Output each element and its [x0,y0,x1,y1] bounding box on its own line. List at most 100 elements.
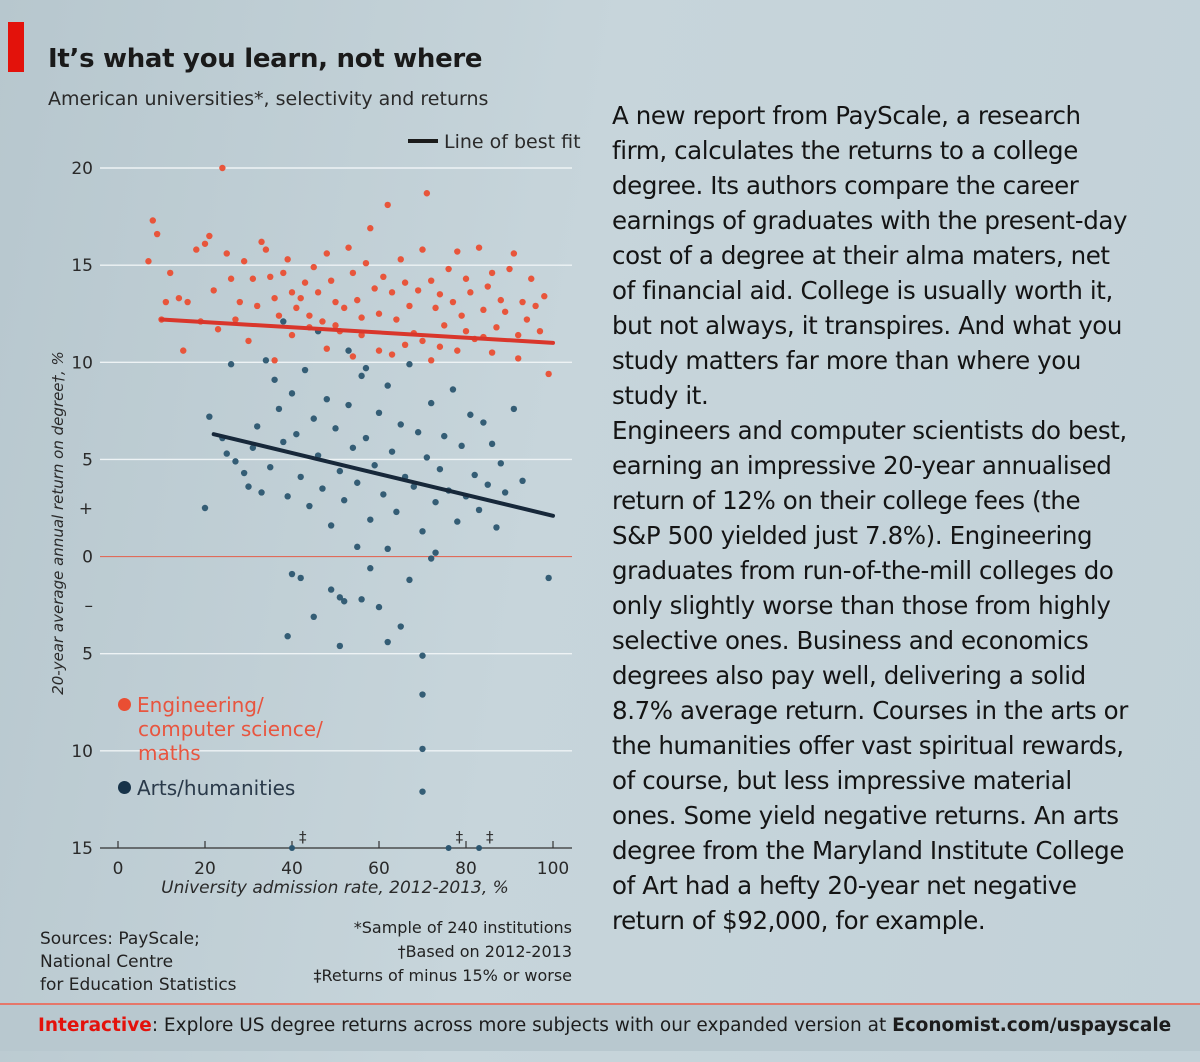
engineering-point [162,298,170,306]
engineering-point [393,316,400,323]
engineering-point [388,289,396,296]
engineering-point [214,326,222,333]
engineering-best-fit-line [159,317,555,345]
y-tick-label: 5 [82,645,93,665]
engineering-swatch [118,698,131,711]
arts-point [380,491,387,498]
legend-engineering-line1: Engineering/ [137,693,264,717]
engineering-point [323,250,330,257]
engineering-point [532,302,539,310]
arts-point [284,633,291,640]
engineering-point [345,244,352,251]
engineering-point [449,298,457,306]
engineering-point [288,331,296,339]
arts-point [354,479,361,486]
engineering-point [484,283,491,290]
footer-text: Interactive: Explore US degree returns a… [38,1015,1171,1036]
y-tick-label: + [79,499,93,519]
engineering-point [271,357,278,364]
engineering-point [545,370,552,378]
engineering-point [367,225,374,232]
arts-point [301,366,309,374]
arts-point [319,485,326,492]
engineering-point [153,230,161,238]
arts-best-fit-line [211,432,555,518]
engineering-point [180,347,187,354]
arts-point [371,462,378,469]
engineering-point [419,337,426,345]
engineering-point [223,250,230,257]
engineering-point [515,355,522,362]
arts-point [441,432,448,440]
engineering-point [515,331,522,339]
arts-point [458,442,465,450]
engineering-point [467,289,474,296]
engineering-point [297,294,304,302]
engineering-point [314,289,322,296]
arts-point [419,691,426,698]
arts-point [510,405,518,413]
arts-point [449,386,457,393]
engineering-point [428,357,435,364]
engineering-point [519,298,526,306]
engineering-point [462,275,470,282]
arts-point [336,642,344,650]
arts-point [345,401,352,409]
engineering-point [280,269,287,277]
arts-point [275,405,283,413]
engineering-point [397,256,404,263]
engineering-point [501,308,509,315]
arts-point [375,603,383,611]
arts-point [284,493,291,500]
arts-point [306,502,313,510]
engineering-point [436,343,444,350]
engineering-point [423,190,431,197]
arts-point [362,434,370,442]
data-points: ‡ ‡ ‡ [145,164,552,851]
engineering-point [210,287,217,294]
y-tick-label: 15 [71,256,93,276]
y-axis-label: 20-year average annual return on degree†… [49,351,67,695]
arts-point [271,376,278,383]
legend-best-fit-label: Line of best fit [444,131,581,153]
engineering-point [384,201,391,209]
engineering-point [528,275,535,282]
x-tick-label: 80 [455,859,477,879]
engineering-point [445,265,452,273]
engineering-point [245,337,252,345]
engineering-point [227,275,235,282]
arts-point [327,522,335,529]
arts-point [367,516,374,523]
engineering-point [219,164,226,172]
arts-point [484,481,491,488]
engineering-point [488,349,496,356]
engineering-point [510,250,518,257]
arts-point [419,788,426,795]
arts-point [414,429,422,436]
footer-link[interactable]: Economist.com/uspayscale [892,1015,1172,1036]
engineering-point [506,265,513,273]
legend-engineering-line3: maths [138,741,201,765]
engineering-point [419,246,426,253]
engineering-point [362,260,370,267]
arts-point [349,444,357,451]
footnote-returns: ‡Returns of minus 15% or worse [313,966,573,985]
engineering-point [175,294,183,302]
arts-point [397,623,404,630]
engineering-point [523,316,531,323]
engineering-point [414,287,422,294]
y-tick-label: 5 [82,450,93,470]
arts-point [323,396,330,403]
footnote-sample: *Sample of 240 institutions [353,918,572,937]
arts-point [354,543,361,551]
arts-point [358,372,365,380]
arts-point [497,460,504,467]
engineering-point [401,341,409,348]
arts-point [393,508,400,516]
y-tick-label: 10 [71,742,93,762]
arts-point [245,483,252,490]
arts-point [240,469,248,477]
engineering-point [480,306,487,314]
arts-point [428,399,435,407]
arts-point [327,586,335,593]
